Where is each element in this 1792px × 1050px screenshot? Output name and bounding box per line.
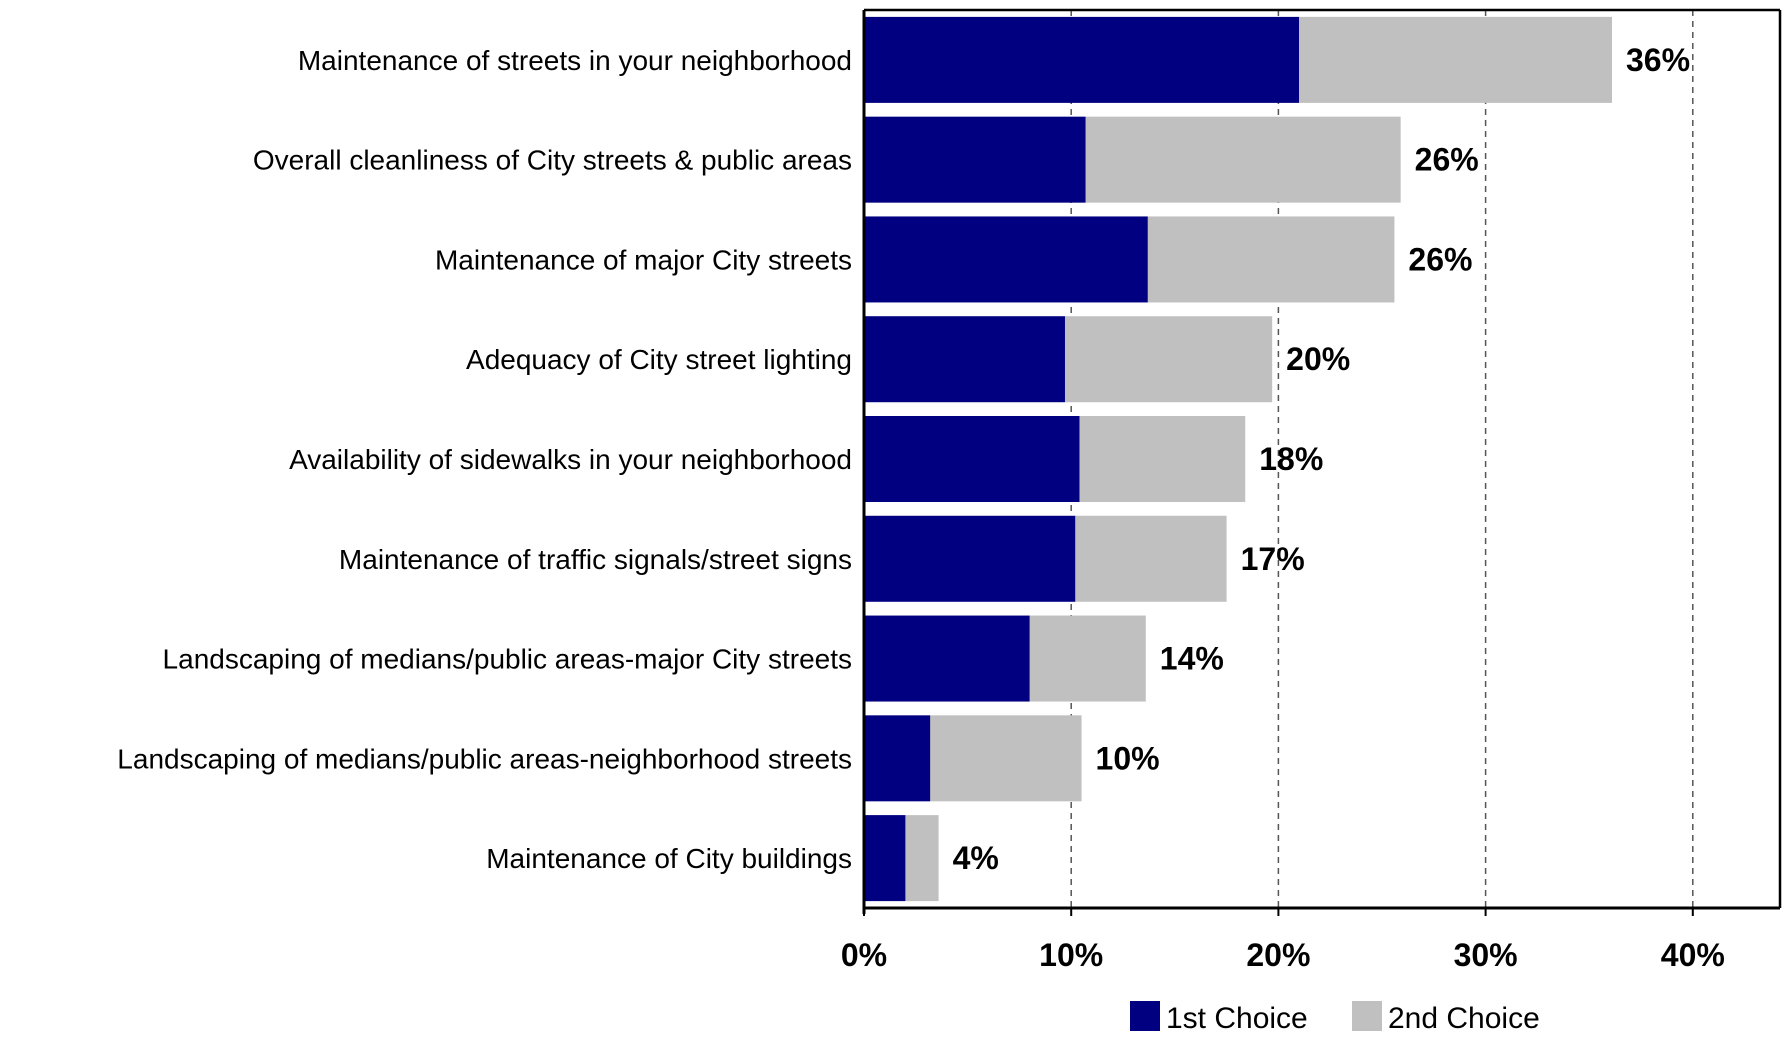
total-label: 18% <box>1259 441 1323 477</box>
bar-2nd-choice <box>1029 615 1146 702</box>
category-label: Maintenance of major City streets <box>435 244 852 275</box>
total-label: 26% <box>1408 241 1472 277</box>
bar-2nd-choice <box>1064 316 1273 403</box>
x-tick-label: 10% <box>1039 937 1103 973</box>
total-labels: 36% 26% 26% 20% 18% 17% 14% 10% 4% <box>953 42 1690 876</box>
total-label: 26% <box>1415 142 1479 178</box>
category-labels: Maintenance of streets in your neighborh… <box>117 45 852 874</box>
bar-2nd-choice <box>905 815 939 902</box>
category-label: Landscaping of medians/public areas-neig… <box>117 743 852 774</box>
bar-2nd-choice <box>1299 16 1612 103</box>
bar-1st-choice <box>864 715 931 802</box>
total-label: 20% <box>1286 341 1350 377</box>
bar-1st-choice <box>864 515 1076 602</box>
legend-label: 2nd Choice <box>1388 1002 1540 1035</box>
total-label: 14% <box>1160 641 1224 677</box>
category-label: Adequacy of City street lighting <box>466 344 852 375</box>
x-tick-label: 30% <box>1454 937 1518 973</box>
category-label: Maintenance of traffic signals/street si… <box>339 544 852 575</box>
legend-swatch-2nd-choice <box>1352 1001 1382 1031</box>
bar-2nd-choice <box>1085 116 1401 203</box>
bar-1st-choice <box>864 416 1080 502</box>
bar-2nd-choice <box>1079 416 1246 502</box>
bar-1st-choice <box>864 216 1148 303</box>
x-tick-label: 40% <box>1661 937 1725 973</box>
bar-1st-choice <box>864 116 1086 203</box>
bar-2nd-choice <box>930 715 1082 802</box>
category-label: Maintenance of streets in your neighborh… <box>298 45 852 76</box>
legend-label: 1st Choice <box>1166 1002 1308 1035</box>
x-tick-label: 0% <box>841 937 887 973</box>
bar-1st-choice <box>864 815 906 902</box>
total-label: 17% <box>1241 541 1305 577</box>
total-label: 4% <box>953 840 999 876</box>
category-label: Landscaping of medians/public areas-majo… <box>163 644 852 675</box>
total-label: 36% <box>1626 42 1690 78</box>
bar-2nd-choice <box>1075 515 1227 602</box>
bar-2nd-choice <box>1147 216 1395 303</box>
bar-1st-choice <box>864 16 1300 103</box>
total-label: 10% <box>1096 740 1160 776</box>
x-tick-label: 20% <box>1246 937 1310 973</box>
category-label: Overall cleanliness of City streets & pu… <box>253 145 852 176</box>
category-label: Availability of sidewalks in your neighb… <box>289 444 852 475</box>
axes <box>862 8 1782 914</box>
bar-1st-choice <box>864 615 1030 702</box>
category-label: Maintenance of City buildings <box>486 843 852 874</box>
legend-swatch-1st-choice <box>1130 1001 1160 1031</box>
bars <box>864 16 1612 902</box>
bar-1st-choice <box>864 316 1065 403</box>
x-axis-ticks: 0% 10% 20% 30% 40% <box>841 908 1725 973</box>
legend: 1st Choice 2nd Choice <box>1130 1001 1540 1035</box>
